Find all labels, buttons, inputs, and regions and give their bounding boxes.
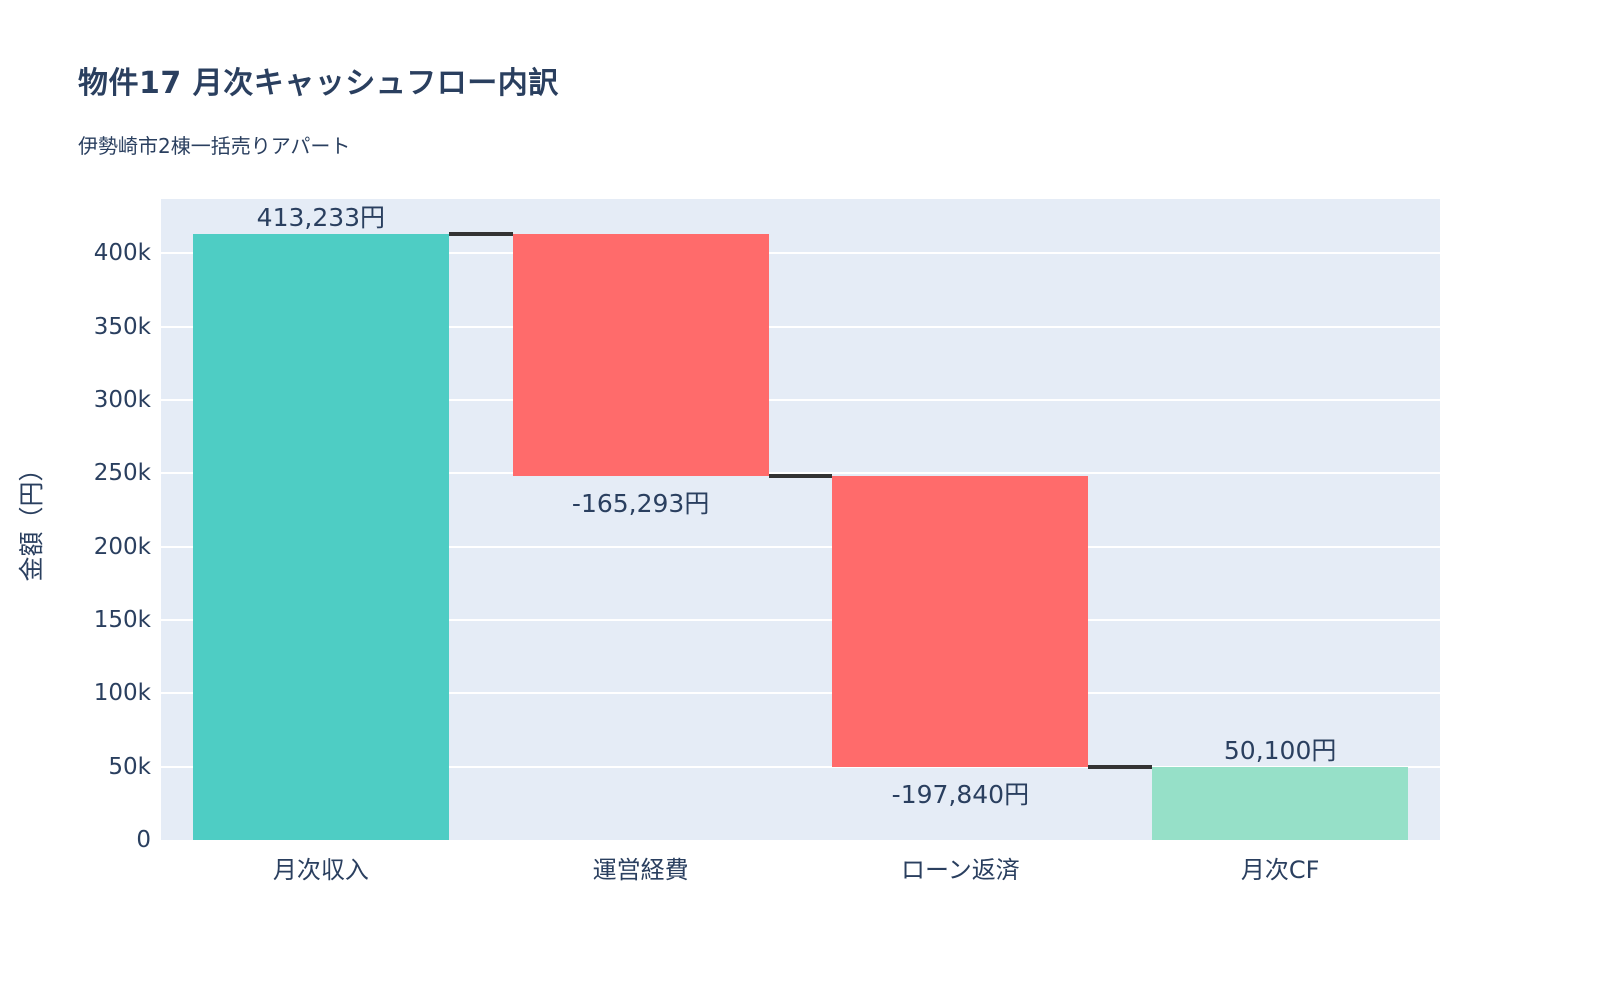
gridline-200k [161,545,1440,548]
y-tick-label-400k: 400k [93,240,151,267]
waterfall-bar-1[interactable] [192,233,449,840]
bar-value-label-2: -165,293円 [571,489,710,519]
gridline-400k [161,252,1440,255]
page-subtitle: 伊勢崎市2棟一括売りアパート [78,134,351,158]
waterfall-bar-3[interactable] [832,476,1089,767]
y-tick-label-350k: 350k [93,313,151,340]
page-title: 物件17 月次キャッシュフロー内訳 [78,66,559,101]
x-tick-label-3: ローン返済 [900,856,1020,884]
gridline-100k [161,692,1440,695]
x-tick-label-1: 月次収入 [272,856,369,884]
y-tick-label-0: 0 [136,827,151,853]
bar-value-label-1: 413,233円 [256,202,386,232]
y-tick-label-50k: 50k [108,753,151,780]
connector-line-1 [448,231,513,236]
x-tick-label-2: 運営経費 [592,856,689,884]
y-tick-label-200k: 200k [93,533,151,560]
bar-value-label-3: -197,840円 [891,779,1030,809]
connector-line-2 [768,474,833,479]
bar-value-label-4: 50,100円 [1223,735,1337,765]
y-tick-label-100k: 100k [93,680,151,707]
waterfall-bar-4[interactable] [1152,766,1409,840]
gridline-300k [161,398,1440,401]
gridline-250k [161,472,1440,475]
plot-area: 413,233円 -165,293円 -197,840円 50,100円 [161,199,1440,840]
x-tick-label-4: 月次CF [1240,856,1320,884]
y-tick-label-250k: 250k [93,460,151,487]
gridline-50k [161,765,1440,768]
y-tick-label-150k: 150k [93,606,151,633]
gridline-150k [161,618,1440,621]
connector-line-3 [1088,764,1153,769]
waterfall-bar-2[interactable] [512,233,769,477]
gridline-350k [161,325,1440,328]
y-axis-title: 金額（円） [17,456,46,582]
y-tick-label-300k: 300k [93,386,151,413]
